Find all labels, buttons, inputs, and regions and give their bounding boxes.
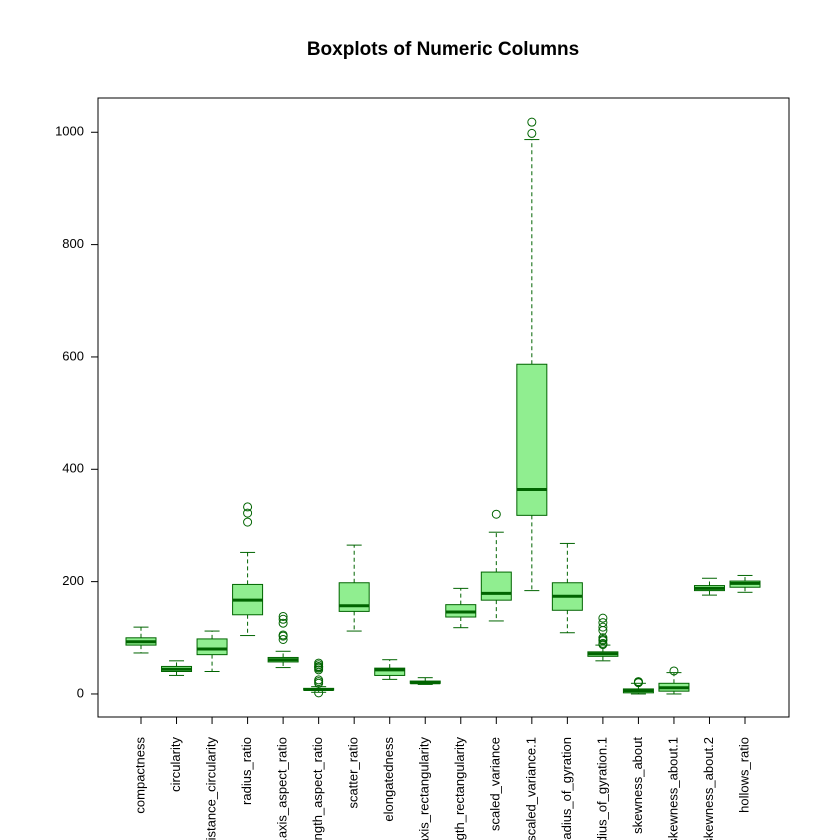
outlier <box>598 622 608 632</box>
y-tick-label: 400 <box>62 461 84 476</box>
box <box>196 638 228 656</box>
outlier <box>598 613 608 623</box>
x-tick-label: pr.axis_aspect_ratio <box>275 737 290 840</box>
outlier <box>527 128 537 138</box>
x-tick-label: scatter_ratio <box>346 737 361 809</box>
box <box>480 571 512 601</box>
outlier <box>243 502 253 512</box>
outlier <box>491 509 501 519</box>
y-tick-label: 600 <box>62 348 84 363</box>
outlier <box>278 630 288 640</box>
x-tick-label: pr.axis_rectangularity <box>417 737 432 840</box>
outlier <box>669 666 679 676</box>
outlier <box>278 618 288 628</box>
outlier <box>278 634 288 644</box>
x-tick-label: circularity <box>168 737 183 792</box>
x-tick-label: skewness_about.2 <box>701 737 716 840</box>
y-tick-label: 200 <box>62 573 84 588</box>
outlier <box>314 675 324 685</box>
box <box>374 667 406 676</box>
outlier <box>633 677 643 687</box>
x-tick-label: max.length_rectangularity <box>452 737 467 840</box>
y-tick-label: 1000 <box>55 124 84 139</box>
plot-frame <box>97 97 790 718</box>
outlier <box>278 611 288 621</box>
x-tick-label: scaled_variance <box>488 737 503 831</box>
x-tick-label: scaled_radius_of_gyration.1 <box>594 737 609 840</box>
outlier <box>598 633 608 643</box>
box <box>516 363 548 516</box>
y-tick-label: 800 <box>62 236 84 251</box>
y-tick-label: 0 <box>77 685 84 700</box>
x-tick-label: radius_ratio <box>239 737 254 805</box>
outlier <box>527 117 537 127</box>
x-tick-label: max.length_aspect_ratio <box>310 737 325 840</box>
x-tick-label: compactness <box>132 737 147 814</box>
x-tick-label: distance_circularity <box>203 737 218 840</box>
chart-title: Boxplots of Numeric Columns <box>307 39 579 60</box>
outlier <box>243 508 253 518</box>
x-tick-label: skewness_about <box>630 737 645 834</box>
outlier <box>314 688 324 698</box>
x-tick-label: scaled_variance.1 <box>523 737 538 840</box>
x-tick-label: skewness_about.1 <box>665 737 680 840</box>
x-tick-label: elongatedness <box>381 737 396 822</box>
x-tick-label: hollows_ratio <box>736 737 751 813</box>
outlier <box>278 614 288 624</box>
x-tick-label: scaled_radius_of_gyration <box>559 737 574 840</box>
outlier <box>598 618 608 628</box>
outlier <box>243 517 253 527</box>
outlier <box>598 638 608 648</box>
outlier <box>314 658 324 668</box>
